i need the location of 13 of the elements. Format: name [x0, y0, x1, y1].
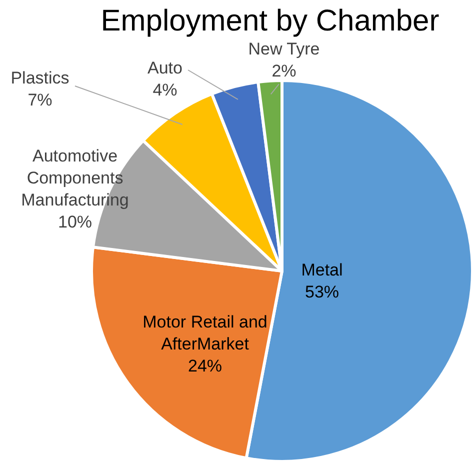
data-label: 4% [152, 80, 178, 100]
slice-label: Metal [301, 260, 343, 280]
slice-label: Auto [148, 58, 182, 78]
data-label: 10% [58, 212, 92, 232]
slice-label: New Tyre [248, 40, 320, 59]
data-label: 7% [28, 90, 52, 110]
chart-title: Employment by Chamber [100, 4, 440, 38]
slice-label: Plastics [10, 68, 70, 88]
slice-label: Motor Retail and AfterMarket [142, 312, 268, 354]
data-label: 53% [304, 282, 340, 302]
slice-label: Automotive Components Manufacturing [21, 146, 129, 210]
data-label: 2% [272, 62, 296, 81]
data-label: 24% [188, 356, 222, 376]
